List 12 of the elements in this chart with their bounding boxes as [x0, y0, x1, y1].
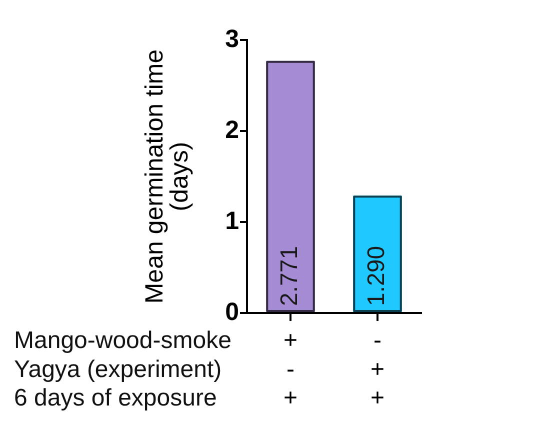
- y-tick-label: 3: [225, 24, 239, 53]
- text: Mango-wood-smoke: [14, 327, 232, 354]
- y-tick-label: 2: [225, 116, 239, 144]
- y-tick-label: 1: [225, 206, 240, 235]
- x-tick-label: + - +: [283, 327, 298, 412]
- data-label: 2.771: [276, 246, 304, 306]
- x-tick-label: - + +: [370, 327, 385, 412]
- y-tick-label: 0: [225, 298, 239, 326]
- text: Yagya (experiment): [14, 356, 222, 383]
- y-axis-title: Mean germination time (days): [140, 49, 194, 304]
- text: 6 days of exposure: [14, 384, 217, 412]
- data-label: 1.290: [363, 246, 390, 306]
